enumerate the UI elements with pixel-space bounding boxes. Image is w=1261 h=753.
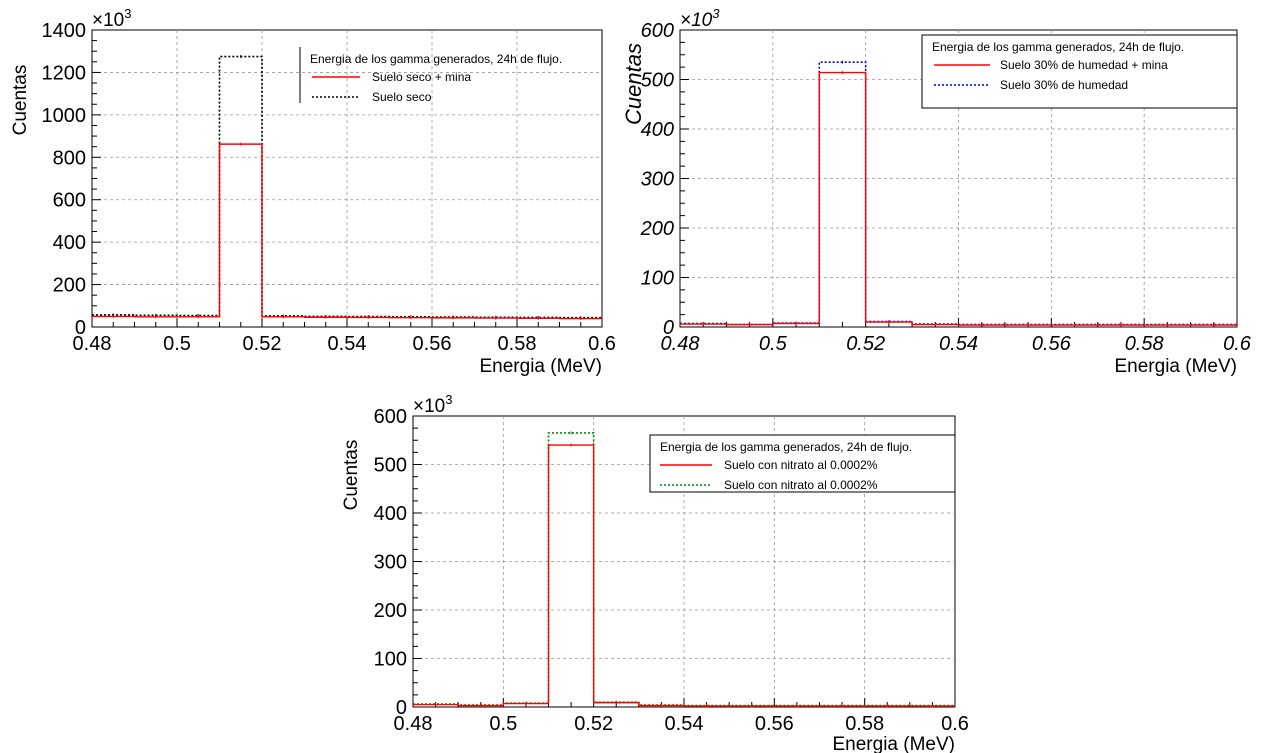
x-tick-label: 0.5 [489, 713, 517, 735]
histogram-line [92, 143, 602, 320]
y-tick-label: 1400 [42, 20, 87, 42]
chart-panel-1: 0.48 0.5 0.52 0.54 0.56 0.58 0.6 0 200 400 600 800 1… [10, 6, 616, 377]
y-tick-label: 0 [396, 697, 407, 719]
x-tick-label: 0.6 [941, 713, 969, 735]
y-tick-label: 200 [640, 218, 674, 240]
axis-ticks [679, 29, 1238, 328]
histogram-line [413, 444, 955, 707]
legend-entry: Suelo seco [372, 90, 432, 104]
x-tick-label: 0.6 [588, 333, 616, 355]
x-axis-label: Energia (MeV) [833, 734, 956, 753]
legend-entry: Suelo seco + mina [372, 70, 471, 84]
y-tick-label: 600 [641, 20, 674, 42]
legend: Energia de los gamma generados, 24h de f… [299, 47, 562, 104]
y-tick-label: 400 [374, 503, 407, 525]
y-tick-label: 600 [53, 190, 86, 212]
multiplier-base: ×10 [413, 396, 445, 417]
multiplier-base: ×10 [92, 10, 124, 31]
y-tick-label: 400 [641, 119, 674, 141]
x-tick-label: 0.6 [1223, 333, 1252, 355]
multiplier-exponent: 3 [712, 6, 720, 21]
x-tick-label: 0.58 [845, 713, 884, 735]
y-tick-label: 300 [641, 169, 674, 191]
y-tick-label: 1000 [42, 105, 87, 127]
x-tick-label: 0.52 [846, 333, 885, 355]
y-tick-label: 100 [374, 649, 407, 671]
y-tick-label: 1200 [42, 62, 87, 84]
x-tick-label: 0.52 [243, 333, 282, 355]
x-tick-label: 0.56 [413, 333, 452, 355]
x-tick-label: 0.56 [755, 713, 794, 735]
y-tick-label: 0 [75, 317, 86, 339]
x-tick-label: 0.52 [574, 713, 613, 735]
y-tick-label: 500 [641, 70, 674, 92]
x-axis-label: Energia (MeV) [480, 356, 603, 377]
x-tick-label: 0.58 [1125, 333, 1164, 355]
x-tick-label: 0.48 [394, 713, 433, 735]
legend: Energia de los gamma generados, 24h de f… [921, 34, 1238, 109]
y-tick-label: 800 [53, 147, 86, 169]
legend-box [649, 434, 956, 493]
x-tick-label: 0.56 [1032, 333, 1072, 355]
axis-multiplier: ×103 [92, 6, 131, 31]
x-tick-label: 0.5 [759, 333, 788, 355]
legend-title: Energia de los gamma generados, 24h de f… [660, 440, 912, 454]
multiplier-exponent: 3 [445, 392, 452, 407]
axis-ticks [91, 29, 603, 328]
legend-entry: Suelo 30% de humedad [1000, 78, 1128, 92]
chart-panel-3: 0.48 0.5 0.52 0.54 0.56 0.58 0.6 0 100 200 300 400 5… [341, 392, 969, 753]
y-tick-label: 400 [53, 232, 86, 254]
x-tick-label: 0.48 [661, 333, 700, 355]
y-tick-label: 300 [374, 552, 407, 574]
series-1 [92, 142, 602, 321]
legend-entry: Suelo con nitrato al 0.0002% [724, 458, 878, 472]
histogram-line [92, 55, 602, 319]
y-tick-label: 200 [53, 275, 86, 297]
x-tick-label: 0.54 [328, 333, 367, 355]
histogram-line [680, 71, 1237, 326]
axis-multiplier: ×103 [680, 6, 720, 31]
x-tick-label: 0.58 [498, 333, 537, 355]
legend-title: Energia de los gamma generados, 24h de f… [932, 40, 1184, 54]
y-axis-label: Cuentas [621, 43, 646, 125]
y-tick-label: 600 [374, 406, 407, 428]
multiplier-exponent: 3 [124, 6, 131, 21]
legend: Energia de los gamma generados, 24h de f… [649, 434, 956, 493]
multiplier-base: ×10 [680, 10, 713, 31]
grid [413, 416, 955, 707]
series-1 [413, 443, 955, 708]
x-tick-label: 0.5 [163, 333, 191, 355]
y-tick-label: 500 [374, 455, 407, 477]
x-axis-label: Energia (MeV) [1115, 356, 1238, 377]
series-1 [680, 71, 1237, 327]
y-tick-label: 0 [663, 317, 674, 339]
x-tick-label: 0.54 [665, 713, 704, 735]
y-axis-label: Cuentas [10, 65, 31, 136]
legend-entry: Suelo con nitrato al 0.0002% [724, 478, 878, 492]
y-tick-label: 200 [374, 600, 407, 622]
chart-panel-2: 0.48 0.5 0.52 0.54 0.56 0.58 0.6 0 100 200 300 400 5… [621, 6, 1252, 377]
legend-box [921, 34, 1238, 109]
y-axis-label: Cuentas [341, 440, 362, 511]
y-tick-label: 100 [641, 268, 674, 290]
legend-title: Energia de los gamma generados, 24h de f… [310, 52, 562, 66]
x-tick-label: 0.54 [939, 333, 978, 355]
x-tick-label: 0.48 [73, 333, 112, 355]
grid [92, 30, 602, 327]
axis-multiplier: ×103 [413, 392, 452, 417]
legend-entry: Suelo 30% de humedad + mina [1000, 58, 1168, 72]
